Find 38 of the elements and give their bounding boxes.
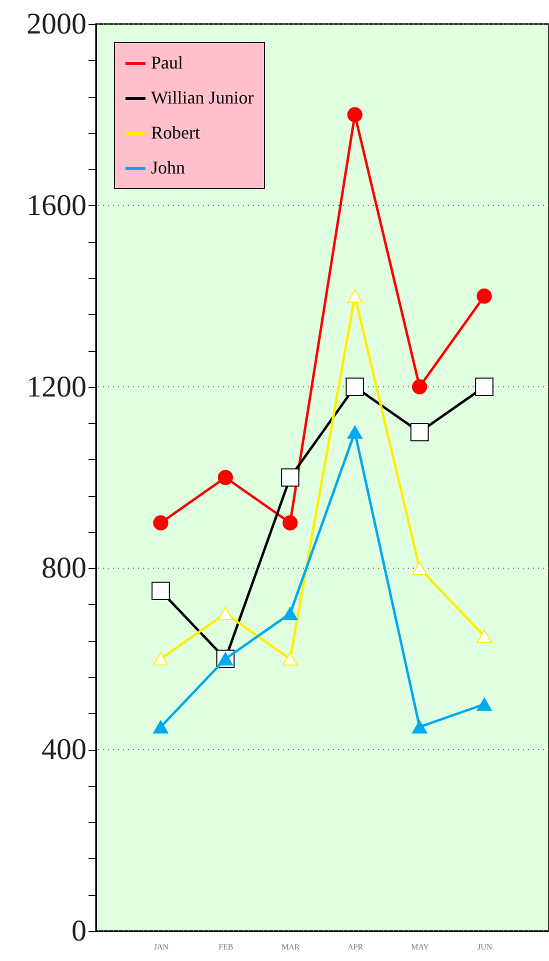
- point: [152, 582, 170, 600]
- point: [347, 289, 362, 303]
- legend-label: Robert: [151, 122, 200, 142]
- point: [280, 468, 300, 487]
- point: [218, 470, 233, 486]
- x-tick-label: JUN: [477, 942, 492, 952]
- y-tick-label: 800: [42, 552, 86, 585]
- x-tick-label: FEB: [218, 942, 234, 952]
- y-tick-label: 0: [72, 914, 86, 948]
- point: [412, 562, 428, 575]
- point: [410, 422, 429, 442]
- x-tick-label: APR: [348, 942, 364, 952]
- legend-label: John: [151, 158, 186, 178]
- point: [476, 698, 492, 711]
- point: [282, 652, 298, 666]
- point: [412, 720, 428, 734]
- y-tick-label: 1600: [26, 188, 86, 222]
- point: [476, 630, 492, 643]
- point: [347, 107, 362, 122]
- point: [218, 606, 233, 620]
- y-tick-label: 2000: [26, 8, 86, 40]
- legend-label: Willian Junior: [151, 88, 254, 108]
- y-tick-label: 400: [42, 733, 86, 766]
- x-tick-label: MAY: [411, 942, 430, 952]
- point: [153, 515, 168, 530]
- point: [153, 652, 168, 666]
- y-tick-label: 1200: [26, 370, 86, 404]
- point: [346, 378, 364, 396]
- point: [282, 515, 298, 530]
- point: [476, 288, 492, 304]
- x-tick-label: JAN: [154, 942, 169, 952]
- point: [282, 606, 298, 620]
- point: [475, 378, 494, 396]
- legend-label: Paul: [151, 52, 184, 72]
- point: [153, 720, 168, 734]
- x-tick-label: MAR: [282, 942, 300, 952]
- point: [347, 426, 362, 439]
- point: [412, 379, 428, 394]
